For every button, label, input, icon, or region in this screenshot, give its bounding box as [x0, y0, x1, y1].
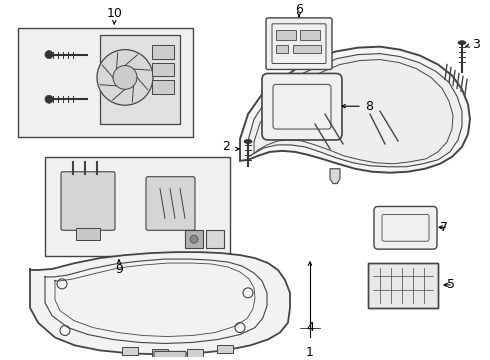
- Text: 8: 8: [365, 100, 373, 113]
- Text: 2: 2: [222, 140, 230, 153]
- FancyBboxPatch shape: [368, 263, 438, 308]
- FancyBboxPatch shape: [61, 172, 115, 230]
- Text: 10: 10: [106, 8, 122, 21]
- FancyBboxPatch shape: [266, 18, 332, 69]
- Circle shape: [97, 50, 153, 105]
- FancyBboxPatch shape: [152, 63, 174, 76]
- Polygon shape: [240, 47, 470, 173]
- Text: 6: 6: [295, 4, 303, 17]
- FancyBboxPatch shape: [45, 157, 230, 256]
- Circle shape: [45, 51, 53, 59]
- FancyBboxPatch shape: [187, 350, 203, 357]
- FancyBboxPatch shape: [293, 45, 321, 53]
- Text: 9: 9: [115, 264, 123, 276]
- Circle shape: [190, 235, 198, 243]
- FancyBboxPatch shape: [122, 347, 138, 355]
- FancyBboxPatch shape: [152, 80, 174, 94]
- FancyBboxPatch shape: [18, 28, 193, 137]
- FancyBboxPatch shape: [276, 30, 296, 40]
- Polygon shape: [248, 54, 462, 167]
- FancyBboxPatch shape: [276, 45, 288, 53]
- FancyBboxPatch shape: [152, 45, 174, 59]
- FancyBboxPatch shape: [262, 73, 342, 140]
- Text: 1: 1: [306, 346, 314, 359]
- FancyBboxPatch shape: [100, 35, 180, 124]
- Ellipse shape: [244, 139, 252, 143]
- FancyBboxPatch shape: [217, 346, 233, 354]
- FancyBboxPatch shape: [206, 230, 224, 248]
- Ellipse shape: [458, 41, 466, 45]
- FancyBboxPatch shape: [300, 30, 320, 40]
- Text: 5: 5: [447, 278, 455, 291]
- Polygon shape: [30, 252, 290, 354]
- Text: 3: 3: [472, 38, 480, 51]
- Circle shape: [113, 66, 137, 89]
- FancyBboxPatch shape: [374, 207, 437, 249]
- FancyBboxPatch shape: [76, 228, 100, 240]
- FancyBboxPatch shape: [185, 230, 203, 248]
- FancyBboxPatch shape: [152, 350, 168, 357]
- Polygon shape: [330, 169, 340, 184]
- Circle shape: [45, 95, 53, 103]
- Text: 4: 4: [306, 321, 314, 334]
- Text: 7: 7: [440, 221, 448, 234]
- FancyBboxPatch shape: [154, 351, 186, 360]
- FancyBboxPatch shape: [146, 177, 195, 230]
